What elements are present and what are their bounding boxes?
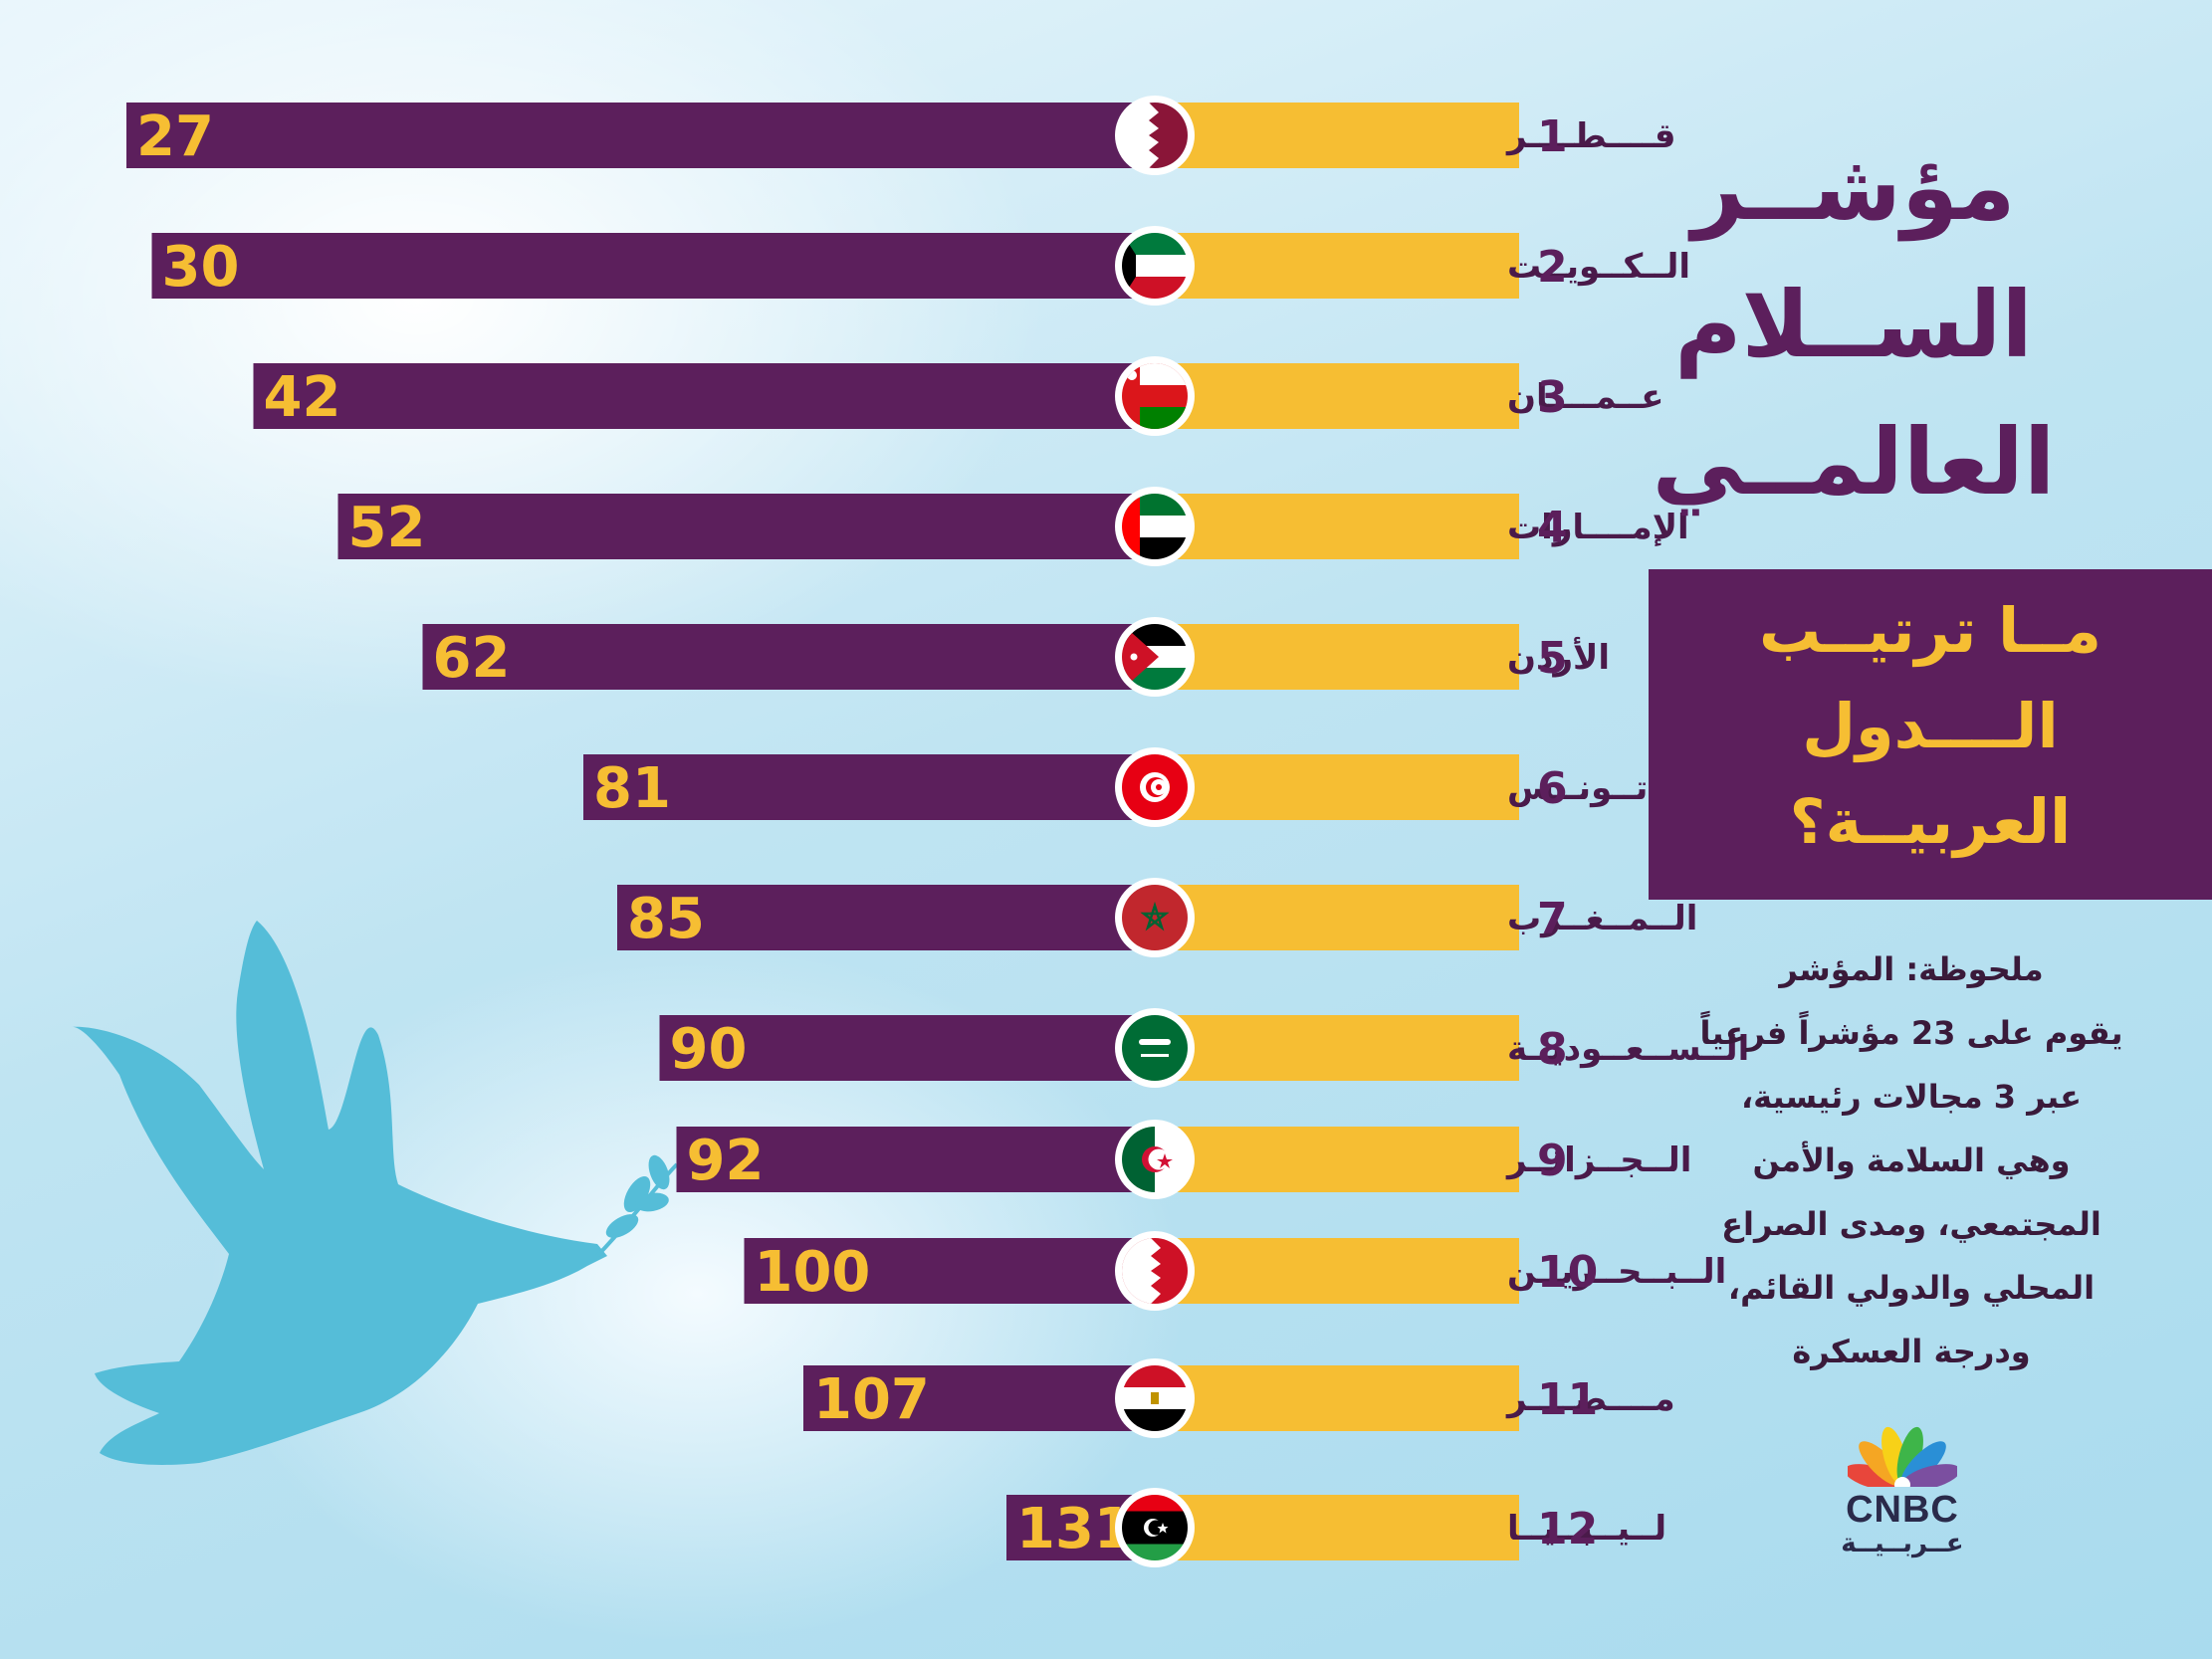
country-label-panel — [1155, 1238, 1519, 1304]
value-label: 30 — [162, 235, 240, 300]
libya-flag-icon — [1122, 1495, 1188, 1560]
country-label: تــونــس — [1507, 768, 1648, 808]
main-title: مؤشــر الســلام العالمــي — [1575, 119, 2132, 531]
dove-with-olive-branch-icon — [72, 921, 679, 1465]
kuwait-flag-icon — [1122, 233, 1188, 299]
rank-label: 8 — [1537, 1024, 1568, 1075]
subtitle-line: العربيــة؟ — [1789, 785, 2072, 858]
rank-label: 2 — [1537, 242, 1568, 293]
tunisia-flag-icon — [1122, 754, 1188, 820]
note-line: المحلي والدولي القائم، — [1727, 1269, 2096, 1307]
country-label-panel — [1155, 885, 1519, 950]
value-label: 81 — [593, 756, 671, 821]
rank-label: 9 — [1537, 1136, 1568, 1186]
qatar-flag-icon — [1122, 103, 1188, 168]
logo-sub: عــربــيــة — [1841, 1529, 1964, 1558]
country-label: الــمــغــرب — [1507, 899, 1697, 938]
country-label: الــبــحــريــن — [1507, 1252, 1726, 1292]
value-bar — [253, 363, 1155, 429]
note-line: ودرجة العسكرة — [1792, 1333, 2031, 1370]
value-label: 100 — [755, 1240, 871, 1305]
country-label: الــســعــوديــة — [1507, 1029, 1749, 1069]
value-bar — [583, 754, 1155, 820]
country-label: الإمــــارات — [1507, 508, 1689, 547]
title-line: العالمــي — [1652, 409, 2056, 516]
rank-label: 3 — [1537, 372, 1568, 423]
value-bar — [422, 624, 1155, 690]
country-label-panel — [1155, 1127, 1519, 1192]
value-label: 85 — [627, 887, 705, 951]
peacock-icon — [1844, 1426, 1961, 1493]
cnbc-logo: CNBC عــربــيــة — [1838, 1425, 1967, 1558]
value-bar — [337, 494, 1155, 559]
subtitle-line: مــا ترتيــب — [1758, 594, 2102, 667]
note-line: يقوم على 23 مؤشراً فرعياً — [1699, 1014, 2123, 1052]
value-label: 107 — [813, 1367, 930, 1432]
country-label: الــجــزائــر — [1505, 1141, 1691, 1180]
country-label: الــكــويــت — [1507, 247, 1690, 287]
morocco-flag-icon — [1122, 885, 1188, 950]
country-label: قــــطــــر — [1505, 116, 1676, 156]
title-line: مؤشــر — [1691, 134, 2016, 241]
country-label: مــــصــــر — [1505, 1379, 1675, 1419]
note-line: وهي السلامة والأمن — [1752, 1141, 2071, 1179]
value-bar — [803, 1365, 1155, 1431]
value-bar — [659, 1015, 1155, 1081]
value-bar — [151, 233, 1155, 299]
rank-label: 11 — [1537, 1374, 1598, 1425]
country-label-panel — [1155, 1015, 1519, 1081]
value-label: 62 — [433, 626, 511, 691]
country-label-panel — [1155, 233, 1519, 299]
uae-flag-icon — [1122, 494, 1188, 559]
algeria-flag-icon — [1122, 1127, 1188, 1192]
note-line: ملحوظة: المؤشر — [1779, 950, 2044, 988]
country-label-panel — [1155, 494, 1519, 559]
value-label: 131 — [1016, 1497, 1133, 1561]
oman-flag-icon — [1122, 363, 1188, 429]
country-label-panel — [1155, 103, 1519, 168]
value-label: 52 — [348, 496, 426, 560]
methodology-note: ملحوظة: المؤشر يقوم على 23 مؤشراً فرعياً… — [1643, 937, 2180, 1383]
saudi-flag-icon — [1122, 1015, 1188, 1081]
rank-label: 4 — [1537, 503, 1568, 553]
value-bar — [676, 1127, 1155, 1192]
country-label: الأردن — [1507, 636, 1610, 678]
logo-text: CNBC — [1846, 1489, 1959, 1531]
rank-label: 12 — [1537, 1504, 1598, 1555]
egypt-flag-icon — [1122, 1365, 1188, 1431]
bahrain-flag-icon — [1122, 1238, 1188, 1304]
rank-label: 7 — [1537, 894, 1568, 944]
value-label: 92 — [687, 1129, 765, 1193]
value-bar — [617, 885, 1155, 950]
country-label-panel — [1155, 754, 1519, 820]
rank-label: 5 — [1537, 633, 1568, 684]
country-label: عــمــــان — [1507, 377, 1664, 417]
country-label: لــيــبــيــا — [1507, 1509, 1666, 1549]
country-label-panel — [1155, 363, 1519, 429]
value-bar — [126, 103, 1155, 168]
rank-label: 10 — [1537, 1247, 1598, 1298]
value-label: 90 — [670, 1017, 748, 1082]
country-label-panel — [1155, 1365, 1519, 1431]
rank-label: 1 — [1537, 111, 1568, 162]
subtitle-line: الــــدول — [1802, 690, 2059, 762]
value-bar — [744, 1238, 1155, 1304]
jordan-flag-icon — [1122, 624, 1188, 690]
country-label-panel — [1155, 624, 1519, 690]
value-label: 27 — [136, 104, 214, 169]
subtitle-box: مــا ترتيــب الــــدول العربيــة؟ — [1649, 569, 2212, 900]
title-line: الســلام — [1674, 272, 2033, 378]
note-line: عبر 3 مجالات رئيسية، — [1740, 1078, 2083, 1116]
rank-label: 6 — [1537, 763, 1568, 814]
note-line: المجتمعي، ومدى الصراع — [1721, 1205, 2101, 1243]
country-label-panel — [1155, 1495, 1519, 1560]
value-label: 42 — [264, 365, 341, 430]
